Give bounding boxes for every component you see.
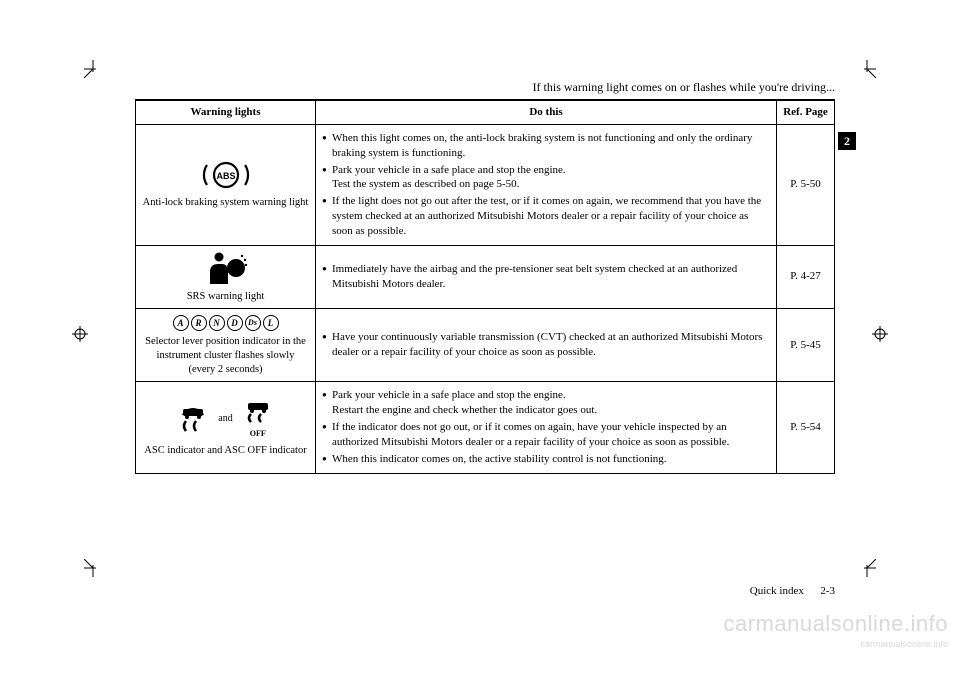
gear-icon: N	[209, 315, 225, 331]
page-footer: Quick index 2-3	[135, 585, 835, 597]
watermark-sub: carmanualsonline.info	[860, 639, 948, 649]
bullet-text: Have your continuously variable transmis…	[322, 330, 770, 360]
table-row: ABS Anti-lock braking system warning lig…	[136, 124, 835, 245]
table-row: and OFF	[136, 382, 835, 473]
selector-caption: Selector lever position indicator in the…	[142, 335, 309, 378]
crop-mark-top-right	[858, 60, 876, 78]
gear-icon: A	[173, 315, 189, 331]
ref-page: P. 4-27	[777, 245, 835, 308]
watermark: carmanualsonline.info	[723, 611, 948, 637]
bullet-text: If the light does not go out after the t…	[322, 194, 770, 239]
table-row: SRS warning light Immediately have the a…	[136, 245, 835, 308]
table-header-ref: Ref. Page	[777, 101, 835, 125]
section-title: If this warning light comes on or flashe…	[135, 80, 835, 95]
bullet-text: Park your vehicle in a safe place and st…	[322, 388, 770, 418]
gear-indicator-icons: A R N D Ds L	[142, 315, 309, 331]
crop-mark-top-left	[84, 60, 102, 78]
gear-icon: D	[227, 315, 243, 331]
table-header-do: Do this	[316, 101, 777, 125]
warning-lights-table: Warning lights Do this Ref. Page ABS	[135, 100, 835, 474]
bullet-text: Park your vehicle in a safe place and st…	[322, 163, 770, 193]
svg-text:ABS: ABS	[216, 171, 235, 181]
and-text: and	[218, 412, 232, 426]
gear-icon: Ds	[245, 315, 261, 331]
srs-icon	[204, 250, 248, 286]
gear-icon: R	[191, 315, 207, 331]
gear-icon: L	[263, 315, 279, 331]
page-content: If this warning light comes on or flashe…	[135, 80, 835, 474]
asc-icons: and OFF	[142, 397, 309, 440]
footer-page: 2-3	[820, 585, 835, 597]
bullet-text: Immediately have the airbag and the pre-…	[322, 262, 770, 292]
registration-mark-right	[872, 326, 888, 347]
srs-caption: SRS warning light	[142, 290, 309, 304]
ref-page: P. 5-54	[777, 382, 835, 473]
crop-mark-bottom-left	[84, 559, 102, 577]
abs-icon: ABS	[200, 160, 252, 190]
footer-section: Quick index	[750, 585, 804, 597]
table-row: A R N D Ds L Selector lever position ind…	[136, 308, 835, 382]
chapter-tab: 2	[838, 132, 856, 150]
bullet-text: When this indicator comes on, the active…	[322, 452, 770, 467]
crop-mark-bottom-right	[858, 559, 876, 577]
table-header-lights: Warning lights	[136, 101, 316, 125]
bullet-text: If the indicator does not go out, or if …	[322, 420, 770, 450]
registration-mark-left	[72, 326, 88, 347]
asc-caption: ASC indicator and ASC OFF indicator	[142, 444, 309, 458]
ref-page: P. 5-50	[777, 124, 835, 245]
abs-caption: Anti-lock braking system warning light	[142, 196, 309, 210]
bullet-text: When this light comes on, the anti-lock …	[322, 131, 770, 161]
asc-indicator-icon	[176, 401, 210, 435]
asc-off-indicator-icon: OFF	[241, 397, 275, 440]
ref-page: P. 5-45	[777, 308, 835, 382]
